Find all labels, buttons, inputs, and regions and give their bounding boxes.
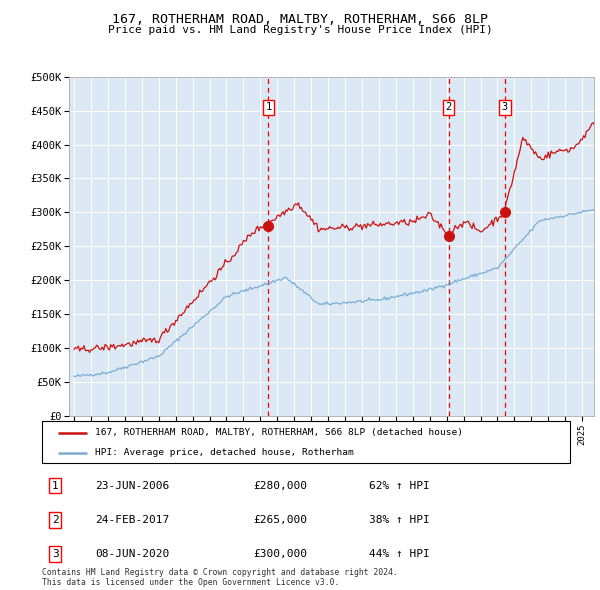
Text: 24-FEB-2017: 24-FEB-2017 <box>95 515 169 525</box>
Text: 3: 3 <box>502 102 508 112</box>
Text: 08-JUN-2020: 08-JUN-2020 <box>95 549 169 559</box>
Text: 2: 2 <box>52 515 59 525</box>
FancyBboxPatch shape <box>42 421 570 463</box>
Text: 38% ↑ HPI: 38% ↑ HPI <box>370 515 430 525</box>
Text: 23-JUN-2006: 23-JUN-2006 <box>95 481 169 490</box>
Text: 3: 3 <box>52 549 59 559</box>
Text: £280,000: £280,000 <box>253 481 307 490</box>
Text: 1: 1 <box>52 481 59 490</box>
Text: £265,000: £265,000 <box>253 515 307 525</box>
Text: Contains HM Land Registry data © Crown copyright and database right 2024.
This d: Contains HM Land Registry data © Crown c… <box>42 568 398 587</box>
Text: 62% ↑ HPI: 62% ↑ HPI <box>370 481 430 490</box>
Text: 1: 1 <box>265 102 272 112</box>
Text: £300,000: £300,000 <box>253 549 307 559</box>
Text: 167, ROTHERHAM ROAD, MALTBY, ROTHERHAM, S66 8LP: 167, ROTHERHAM ROAD, MALTBY, ROTHERHAM, … <box>112 13 488 26</box>
Text: HPI: Average price, detached house, Rotherham: HPI: Average price, detached house, Roth… <box>95 448 353 457</box>
Text: Price paid vs. HM Land Registry's House Price Index (HPI): Price paid vs. HM Land Registry's House … <box>107 25 493 35</box>
Text: 44% ↑ HPI: 44% ↑ HPI <box>370 549 430 559</box>
Text: 167, ROTHERHAM ROAD, MALTBY, ROTHERHAM, S66 8LP (detached house): 167, ROTHERHAM ROAD, MALTBY, ROTHERHAM, … <box>95 428 463 437</box>
Text: 2: 2 <box>446 102 452 112</box>
